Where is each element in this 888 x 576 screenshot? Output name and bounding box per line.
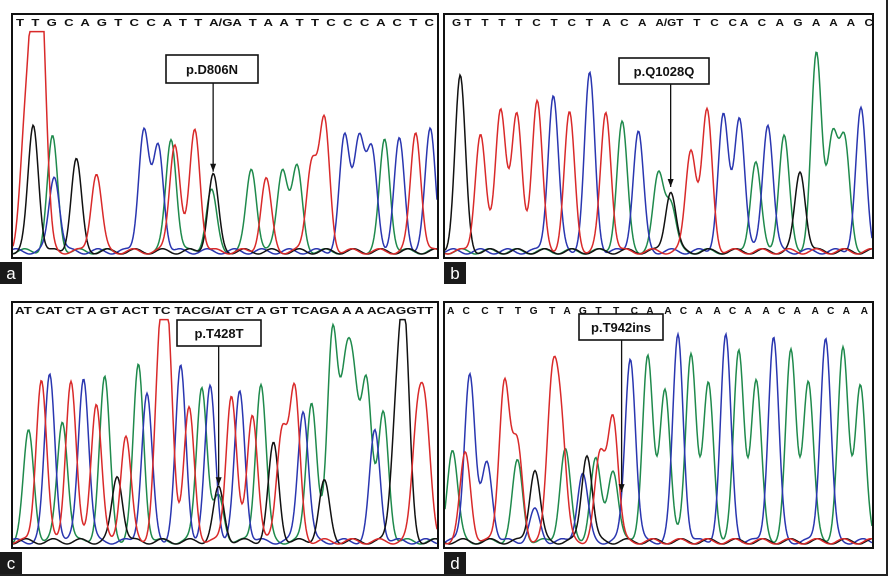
panel-c-sequence: AT CAT CT A GT ACT TC TACG/AT CT A GT TC…: [15, 306, 433, 317]
panel-b-traces: [445, 51, 872, 255]
panel-c-callout: p.T428T: [176, 319, 262, 486]
panel-d-traces: [445, 331, 872, 545]
trace-C: [445, 331, 872, 545]
panel-a-sequence: T T G C A G T C C A T T A/GA T A A T T C…: [16, 18, 434, 29]
trace-T: [445, 355, 872, 545]
panel-d-callout: p.T942ins: [578, 313, 664, 493]
panel-d-border: [443, 301, 874, 549]
panel-a-traces: [13, 30, 437, 255]
panel-c-label-box: [176, 319, 262, 347]
panel-b: G T T T T C T C T A C A A/GT T C C A C A…: [443, 13, 874, 284]
trace-G: [445, 72, 872, 255]
panel-a-callout: p.D806N: [165, 54, 259, 172]
panel-a-letter-tab: [0, 262, 22, 284]
trace-T: [13, 30, 437, 255]
panel-c: AT CAT CT A GT ACT TC TACG/AT CT A GT TC…: [0, 301, 439, 574]
panel-d-sequence: A C C T T G T A G T T C A A C A A C A A …: [447, 306, 868, 317]
panel-a-mutation-label: p.D806N: [186, 62, 238, 77]
panel-a-label-box: [165, 54, 259, 84]
panel-d-mutation-label: p.T942ins: [591, 320, 651, 335]
panel-b-mutation-label: p.Q1028Q: [634, 64, 695, 79]
trace-T: [13, 318, 437, 545]
panel-a-border: [11, 13, 439, 259]
panel-a-letter: a: [6, 264, 16, 283]
panel-d-arrow-icon: [618, 484, 625, 493]
panel-b-sequence: G T T T T C T C T A C A A/GT T C C A C A…: [452, 18, 873, 29]
panel-c-arrow-icon: [215, 477, 222, 486]
trace-C: [445, 70, 872, 255]
trace-A: [445, 344, 872, 545]
panel-b-letter: b: [450, 264, 459, 283]
panel-b-letter-tab: [444, 262, 466, 284]
trace-T: [445, 98, 872, 255]
panel-c-letter-tab: [0, 552, 22, 574]
panel-c-letter: c: [7, 554, 16, 573]
panel-b-callout: p.Q1028Q: [618, 57, 710, 187]
panel-d-label-box: [578, 313, 664, 341]
panel-d-letter-tab: [444, 552, 466, 574]
trace-C: [13, 363, 437, 545]
panel-c-mutation-label: p.T428T: [194, 326, 243, 341]
panel-d: A C C T T G T A G T T C A A C A A C A A …: [443, 301, 874, 574]
panel-b-border: [443, 13, 874, 259]
panel-a: T T G C A G T C C A T T A/GA T A A T T C…: [0, 13, 439, 284]
panel-c-traces: [13, 318, 437, 545]
panel-d-letter: d: [450, 554, 459, 573]
panel-b-arrow-icon: [667, 178, 674, 187]
panel-a-arrow-icon: [210, 163, 217, 172]
panel-b-label-box: [618, 57, 710, 85]
